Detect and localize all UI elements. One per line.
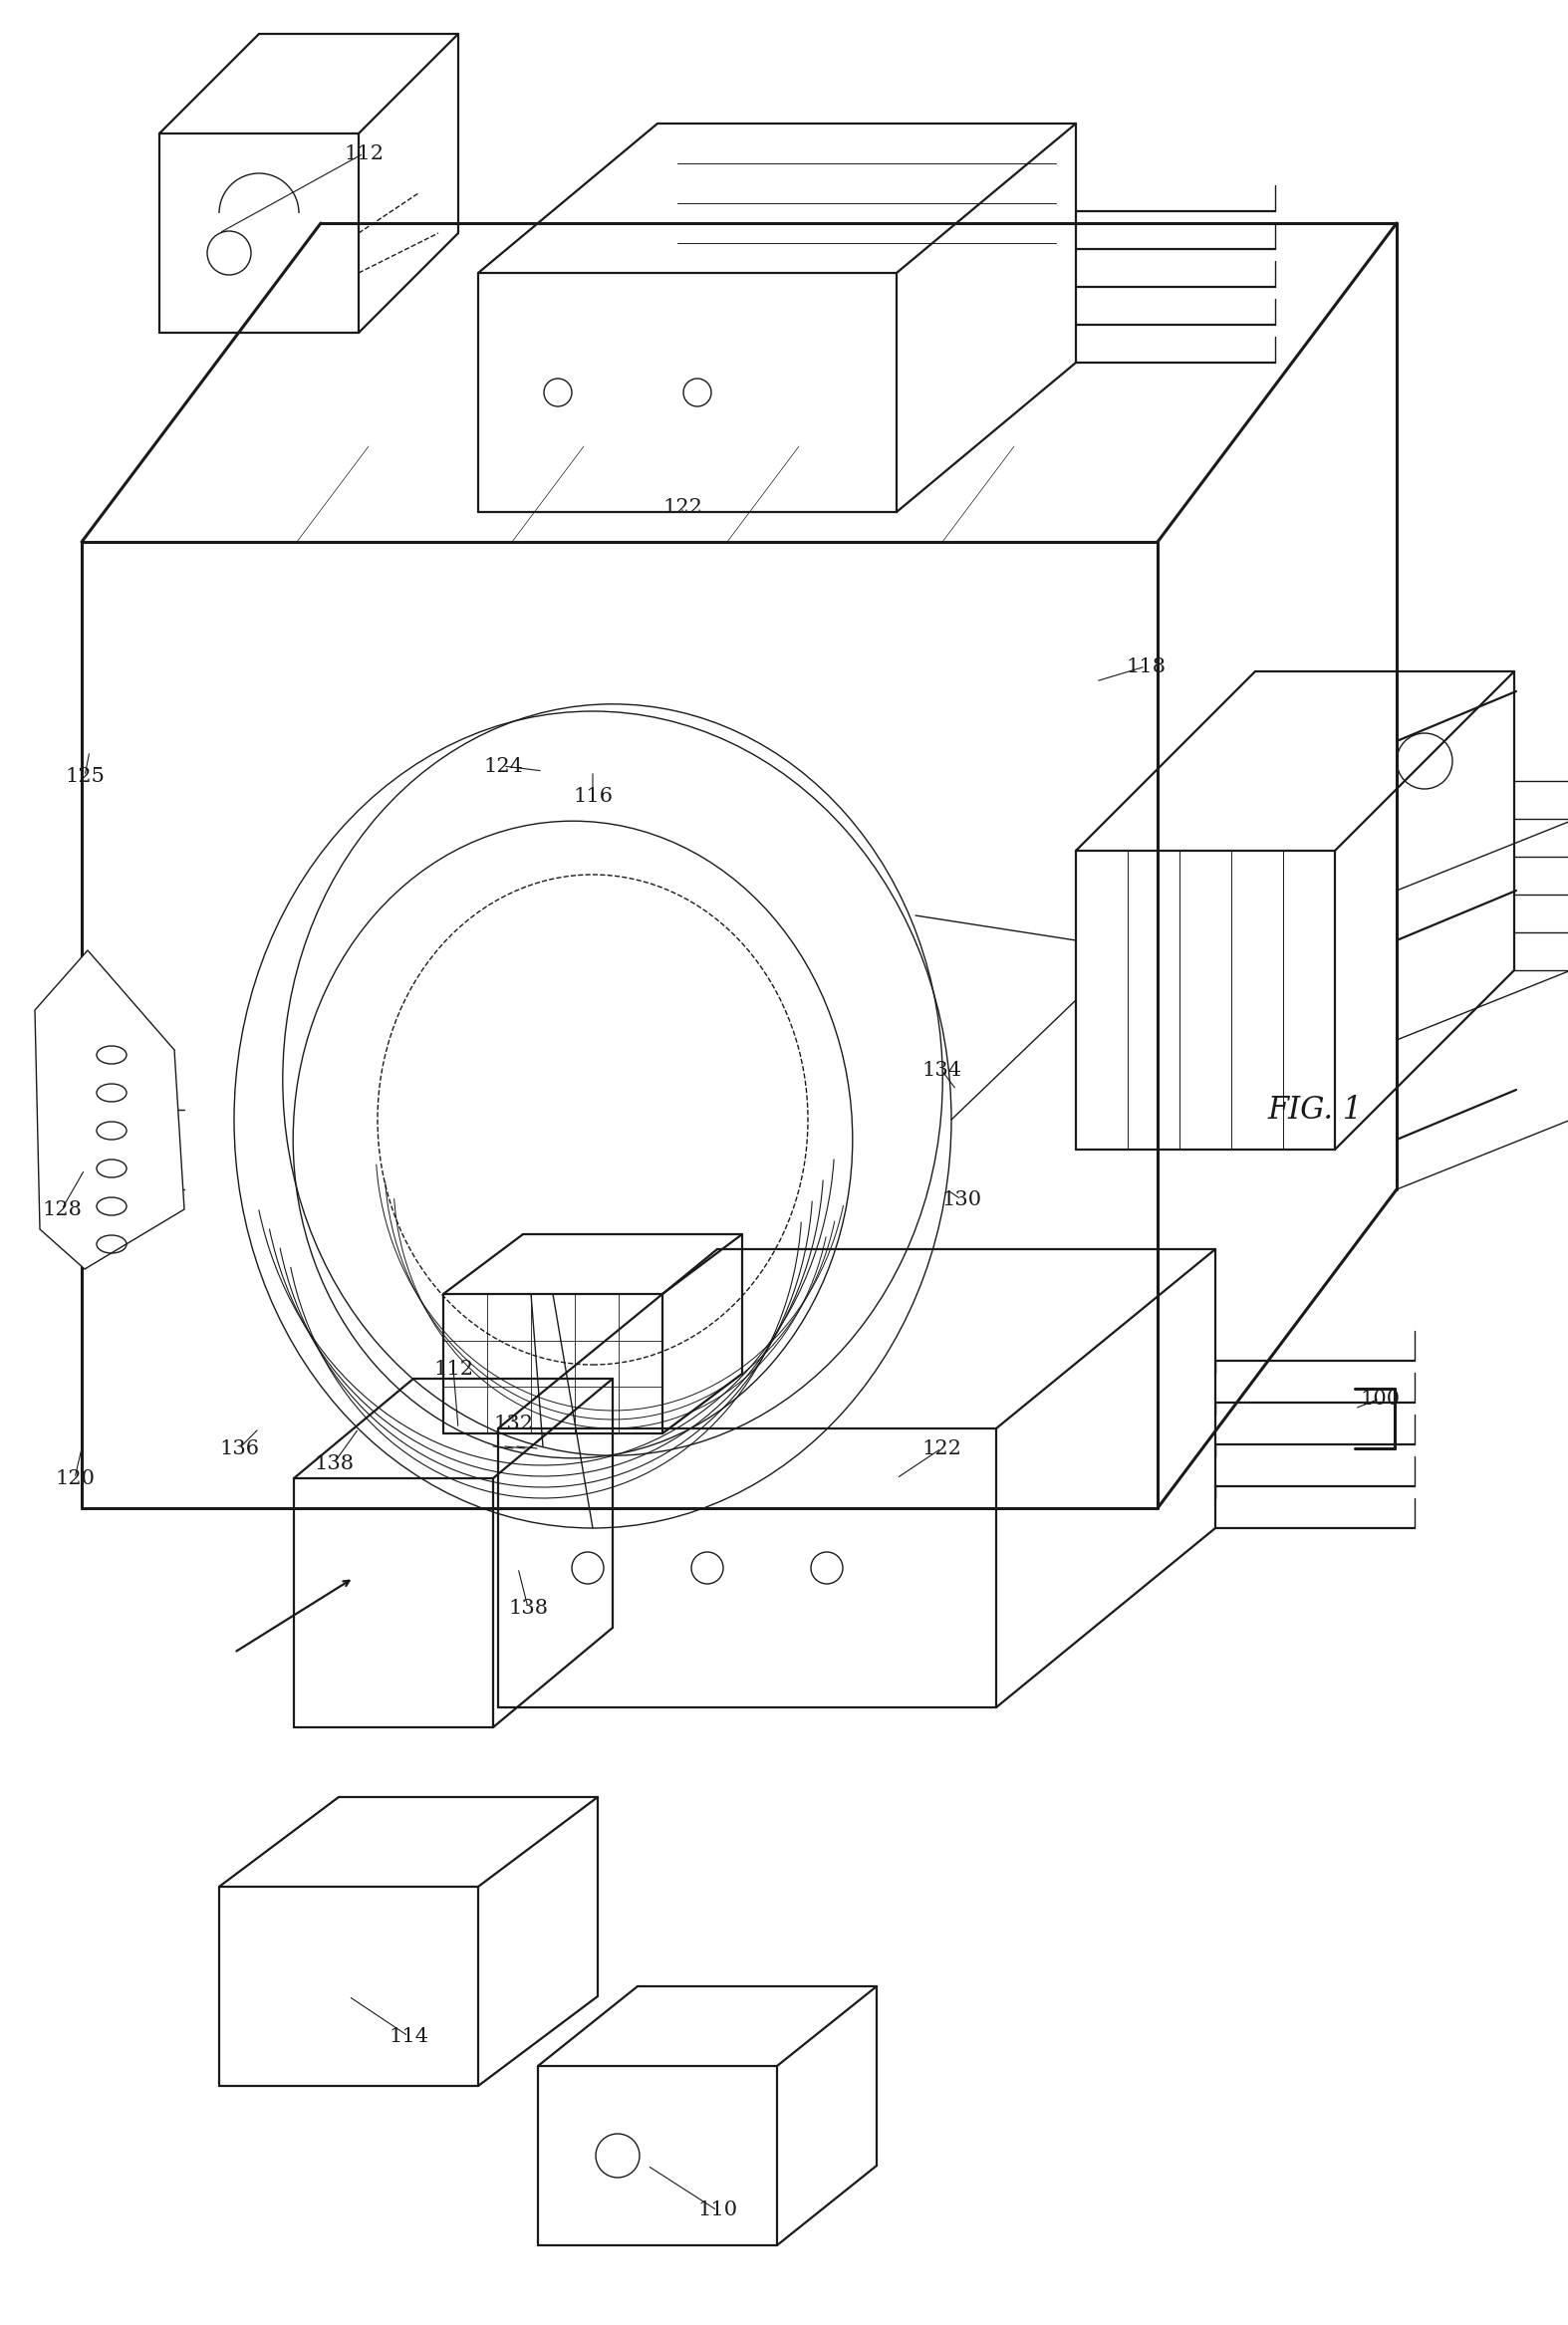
Text: 118: 118	[1126, 658, 1165, 677]
Text: 110: 110	[698, 2202, 737, 2220]
Text: 138: 138	[508, 1597, 547, 1618]
Text: 114: 114	[389, 2027, 428, 2046]
Text: 100: 100	[1359, 1388, 1400, 1409]
Polygon shape	[34, 951, 185, 1269]
Text: 138: 138	[314, 1453, 354, 1472]
Text: 112: 112	[343, 144, 384, 163]
Text: FIG. 1: FIG. 1	[1267, 1095, 1363, 1125]
Text: 122: 122	[922, 1439, 961, 1458]
Text: 136: 136	[220, 1439, 259, 1458]
Text: 112: 112	[433, 1360, 474, 1379]
Text: 125: 125	[64, 767, 105, 786]
Text: 134: 134	[922, 1060, 961, 1079]
Text: 120: 120	[55, 1469, 94, 1488]
Text: 124: 124	[483, 756, 524, 777]
Text: 130: 130	[941, 1190, 982, 1209]
Text: 122: 122	[663, 498, 702, 516]
Text: 132: 132	[492, 1414, 533, 1432]
Text: 128: 128	[42, 1200, 82, 1218]
Text: 116: 116	[572, 786, 613, 804]
